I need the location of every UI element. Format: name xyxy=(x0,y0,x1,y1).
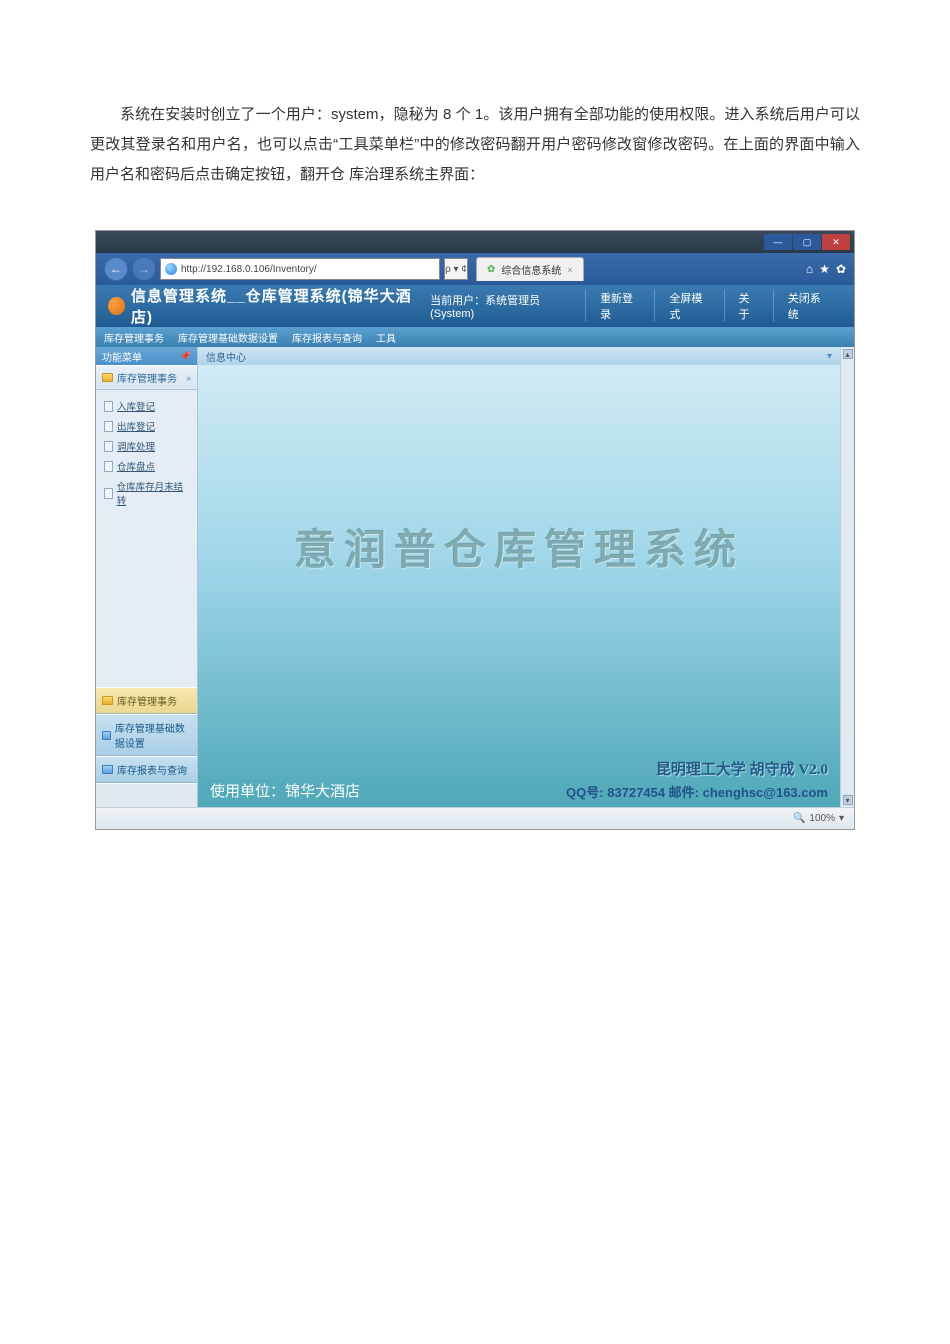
sidebar-title: 功能菜单 xyxy=(102,349,142,364)
header-actions: 当前用户：系统管理员(System) 重新登录 全屏模式 关于 关闭系统 xyxy=(416,290,842,322)
search-icon: ρ ▾ ¢ xyxy=(445,264,467,275)
splash-footer: 使用单位：锦华大酒店 QQ号: 83727454 邮件: chenghsc@16… xyxy=(198,774,840,807)
browser-chrome: — ▢ ✕ ← → http://192.168.0.106/Inventory… xyxy=(96,231,854,285)
tab-strip: ✿ 综合信息系统 × xyxy=(476,257,584,281)
doc-icon xyxy=(104,421,113,432)
folder-icon xyxy=(102,731,111,740)
tab-close-icon[interactable]: × xyxy=(567,265,572,275)
browser-tab[interactable]: ✿ 综合信息系统 × xyxy=(476,257,584,281)
sidebar-section[interactable]: 库存管理事务 » xyxy=(96,365,197,390)
about-link[interactable]: 关于 xyxy=(724,290,773,322)
browser-toolbar: ← → http://192.168.0.106/Inventory/ ρ ▾ … xyxy=(96,253,854,285)
vertical-scrollbar[interactable]: ▴ ▾ xyxy=(840,347,854,807)
url-text: http://192.168.0.106/Inventory/ xyxy=(181,264,317,275)
relogin-link[interactable]: 重新登录 xyxy=(585,290,654,322)
zoom-level: 100% xyxy=(809,813,835,824)
splash-panel: 意润普仓库管理系统 昆明理工大学 胡守成 V2.0 使用单位：锦华大酒店 QQ号… xyxy=(198,365,840,807)
collapse-icon: » xyxy=(186,373,191,383)
sidebar-nav-data[interactable]: 库存管理基础数据设置 xyxy=(96,714,197,756)
folder-icon xyxy=(102,765,113,774)
doc-paragraph: 系统在安装时创立了一个用户：system，隐秘为 8 个 1。该用户拥有全部功能… xyxy=(0,40,950,220)
menu-item-data-settings[interactable]: 库存管理基础数据设置 xyxy=(178,330,278,345)
scroll-down-icon[interactable]: ▾ xyxy=(843,795,853,805)
sidebar-item-transfer[interactable]: 调库处理 xyxy=(100,436,193,456)
menu-item-reports[interactable]: 库存报表与查询 xyxy=(292,330,362,345)
doc-icon xyxy=(104,461,113,472)
doc-icon xyxy=(104,441,113,452)
window-titlebar: — ▢ ✕ xyxy=(96,231,854,253)
content-dropdown-icon[interactable]: ▾ xyxy=(827,351,832,362)
status-bar: 🔍 100% ▾ xyxy=(96,807,854,829)
sidebar-bottom-group: 库存管理事务 库存管理基础数据设置 库存报表与查询 xyxy=(96,687,197,807)
contact-info: QQ号: 83727454 邮件: chenghsc@163.com xyxy=(566,782,828,801)
search-box[interactable]: ρ ▾ ¢ xyxy=(444,258,468,280)
unit-label: 使用单位：锦华大酒店 xyxy=(210,780,360,801)
window-close-button[interactable]: ✕ xyxy=(822,234,850,250)
sidebar-nav-reports[interactable]: 库存报表与查询 xyxy=(96,756,197,783)
tools-icon[interactable]: ✿ xyxy=(836,262,846,276)
menu-item-inventory[interactable]: 库存管理事务 xyxy=(104,330,164,345)
app-header: 信息管理系统__仓库管理系统(锦华大酒店) 当前用户：系统管理员(System)… xyxy=(96,285,854,327)
menu-item-tools[interactable]: 工具 xyxy=(376,330,396,345)
content-tab-label[interactable]: 信息中心 xyxy=(206,349,246,364)
fullscreen-link[interactable]: 全屏模式 xyxy=(654,290,723,322)
content-area: 信息中心 ▾ 意润普仓库管理系统 昆明理工大学 胡守成 V2.0 使用单位：锦华… xyxy=(198,347,840,807)
sidebar-nav-inventory[interactable]: 库存管理事务 xyxy=(96,687,197,714)
browser-right-icons: ⌂ ★ ✿ xyxy=(806,262,846,276)
close-system-link[interactable]: 关闭系统 xyxy=(773,290,842,322)
app-title: 信息管理系统__仓库管理系统(锦华大酒店) xyxy=(131,285,416,327)
sidebar-item-stocktake[interactable]: 仓库盘点 xyxy=(100,456,193,476)
current-user-label: 当前用户：系统管理员(System) xyxy=(416,292,585,320)
screenshot: — ▢ ✕ ← → http://192.168.0.106/Inventory… xyxy=(95,230,855,830)
zoom-dropdown-icon[interactable]: ▾ xyxy=(839,813,844,824)
content-tab-header: 信息中心 ▾ xyxy=(198,347,840,365)
folder-icon xyxy=(102,373,113,382)
app-menubar: 库存管理事务 库存管理基础数据设置 库存报表与查询 工具 xyxy=(96,327,854,347)
forward-button[interactable]: → xyxy=(132,257,156,281)
back-button[interactable]: ← xyxy=(104,257,128,281)
doc-icon xyxy=(104,401,113,412)
sidebar-section-label: 库存管理事务 xyxy=(117,370,177,385)
scroll-up-icon[interactable]: ▴ xyxy=(843,349,853,359)
app-window: 信息管理系统__仓库管理系统(锦华大酒店) 当前用户：系统管理员(System)… xyxy=(96,285,854,829)
sidebar-item-inbound[interactable]: 入库登记 xyxy=(100,396,193,416)
ie-icon xyxy=(165,263,177,275)
zoom-icon: 🔍 xyxy=(793,813,805,824)
sidebar: 功能菜单 📌 库存管理事务 » 入库登记 出库登记 调库处理 仓库盘点 仓库库存… xyxy=(96,347,198,807)
tab-title: 综合信息系统 xyxy=(501,262,561,277)
address-bar[interactable]: http://192.168.0.106/Inventory/ xyxy=(160,258,440,280)
pin-icon[interactable]: 📌 xyxy=(180,351,191,362)
window-maximize-button[interactable]: ▢ xyxy=(793,234,821,250)
home-icon[interactable]: ⌂ xyxy=(806,262,813,276)
sidebar-spacer xyxy=(96,783,197,807)
sidebar-item-monthend[interactable]: 仓库库存月末结转 xyxy=(100,476,193,510)
favorites-icon[interactable]: ★ xyxy=(819,262,830,276)
sidebar-item-outbound[interactable]: 出库登记 xyxy=(100,416,193,436)
splash-title: 意润普仓库管理系统 xyxy=(294,516,744,577)
doc-icon xyxy=(104,488,113,499)
folder-icon xyxy=(102,696,113,705)
workspace: 功能菜单 📌 库存管理事务 » 入库登记 出库登记 调库处理 仓库盘点 仓库库存… xyxy=(96,347,854,807)
sidebar-header: 功能菜单 📌 xyxy=(96,347,197,365)
app-logo-icon xyxy=(108,297,125,315)
window-minimize-button[interactable]: — xyxy=(764,234,792,250)
sidebar-item-list: 入库登记 出库登记 调库处理 仓库盘点 仓库库存月末结转 xyxy=(96,390,197,687)
